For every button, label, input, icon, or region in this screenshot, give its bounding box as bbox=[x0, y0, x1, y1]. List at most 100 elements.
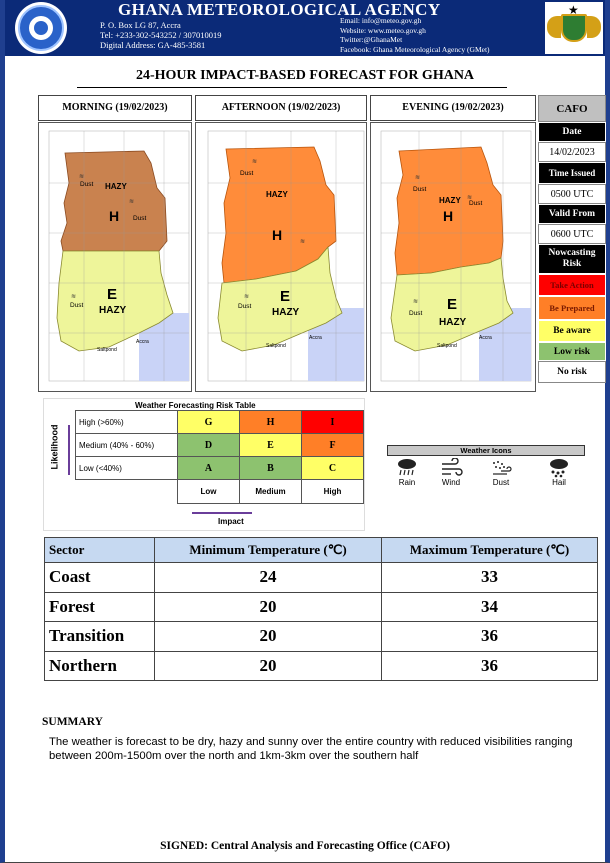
accra-label: Accra bbox=[309, 335, 322, 341]
impact-high: High bbox=[301, 479, 364, 504]
title-underline bbox=[77, 87, 507, 88]
risk-cell-e: E bbox=[239, 433, 302, 457]
risk-cell-f: F bbox=[301, 433, 364, 457]
dust-label: Dust bbox=[133, 215, 147, 222]
risk-cell-g: G bbox=[177, 410, 240, 434]
risk-cell-d: D bbox=[177, 433, 240, 457]
north-hazy-label: HAZY bbox=[105, 182, 127, 191]
nowcasting-label: Nowcasting Risk bbox=[538, 244, 606, 274]
saltpond-label: Saltpond bbox=[437, 343, 457, 349]
risk-level-low-risk: Low risk bbox=[538, 342, 606, 361]
impact-axis-label: Impact bbox=[218, 517, 244, 526]
sector-name: Transition bbox=[44, 621, 155, 652]
saltpond-label: Saltpond bbox=[266, 343, 286, 349]
dust-label: Dust bbox=[70, 302, 84, 309]
likelihood-low: Low (<40%) bbox=[75, 456, 178, 480]
south-hazy-label: HAZY bbox=[439, 317, 467, 328]
impact-arrow bbox=[192, 512, 252, 514]
contact-address: P. O. Box LG 87, Accra Tel: +233-302-543… bbox=[100, 20, 222, 50]
impact-medium: Medium bbox=[239, 479, 302, 504]
dust-label: Dust bbox=[413, 186, 427, 193]
risk-cell-b: B bbox=[239, 456, 302, 480]
panel-header-afternoon: AFTERNOON (19/02/2023) bbox=[195, 95, 367, 121]
north-risk-code: H bbox=[443, 208, 453, 224]
date-value: 14/02/2023 bbox=[538, 142, 606, 162]
accra-label: Accra bbox=[136, 339, 149, 345]
dust-label: Dust bbox=[469, 200, 483, 207]
south-risk-code: E bbox=[280, 288, 290, 305]
svg-text:≋: ≋ bbox=[79, 173, 84, 180]
sector-name: Northern bbox=[44, 650, 155, 681]
south-risk-code: E bbox=[447, 296, 457, 313]
table-row: Forest 20 34 bbox=[44, 591, 598, 622]
dust-label: Dust bbox=[80, 181, 94, 188]
svg-text:≋: ≋ bbox=[244, 293, 249, 300]
header-min-temp: Minimum Temperature (℃) bbox=[154, 537, 382, 563]
map-afternoon: ≋ ≋ ≋ Dust Dust HAZY H E HAZY Accra Saltpo… bbox=[195, 122, 367, 392]
risk-table-frame bbox=[43, 398, 365, 531]
hail-label: Hail bbox=[552, 478, 566, 487]
min-temp: 20 bbox=[154, 650, 382, 681]
svg-text:≋: ≋ bbox=[252, 158, 257, 165]
dust-icon bbox=[493, 461, 512, 475]
min-temp: 20 bbox=[154, 621, 382, 652]
wind-label: Wind bbox=[441, 478, 461, 487]
panel-header-evening: EVENING (19/02/2023) bbox=[370, 95, 536, 121]
summary-text: The weather is forecast to be dry, hazy … bbox=[49, 736, 573, 762]
svg-text:≋: ≋ bbox=[71, 293, 76, 300]
map-morning: ≋ ≋ ≋ Dust Dust Dust HAZY H E HAZY Accra S… bbox=[38, 122, 192, 392]
date-label: Date bbox=[538, 122, 606, 142]
likelihood-arrow bbox=[68, 425, 70, 475]
weather-icon-wind: Wind bbox=[431, 458, 471, 487]
rain-icon bbox=[398, 459, 416, 476]
valid-from-value: 0600 UTC bbox=[538, 224, 606, 244]
dust-label: Dust bbox=[240, 170, 254, 177]
panel-header-morning: MORNING (19/02/2023) bbox=[38, 95, 192, 121]
wind-icon bbox=[442, 458, 463, 476]
south-hazy-label: HAZY bbox=[99, 305, 127, 316]
svg-text:≋: ≋ bbox=[467, 194, 472, 201]
cafo-legend: CAFO Date 14/02/2023 Time Issued 0500 UT… bbox=[538, 95, 606, 383]
likelihood-medium: Medium (40% - 60%) bbox=[75, 433, 178, 457]
risk-matrix: High (>60%) G H I Medium (40% - 60%) D E… bbox=[75, 410, 364, 504]
dust-label: Dust bbox=[409, 310, 423, 317]
valid-from-label: Valid From bbox=[538, 204, 606, 224]
risk-cell-c: C bbox=[301, 456, 364, 480]
weather-icon-dust: Dust bbox=[481, 458, 521, 487]
south-hazy-label: HAZY bbox=[272, 307, 300, 318]
page-title: 24-HOUR IMPACT-BASED FORECAST FOR GHANA bbox=[135, 68, 475, 83]
risk-level-be-aware: Be aware bbox=[538, 320, 606, 342]
ghana-coat-of-arms: ★ bbox=[545, 2, 603, 54]
weather-icon-hail: Hail bbox=[539, 458, 579, 487]
max-temp: 36 bbox=[381, 650, 598, 681]
min-temp: 24 bbox=[154, 562, 382, 593]
header-sector: Sector bbox=[44, 537, 155, 563]
risk-cell-i: I bbox=[301, 410, 364, 434]
risk-level-be-prepared: Be Prepared bbox=[538, 296, 606, 320]
time-issued-label: Time Issued bbox=[538, 162, 606, 184]
risk-cell-a: A bbox=[177, 456, 240, 480]
impact-low: Low bbox=[177, 479, 240, 504]
max-temp: 36 bbox=[381, 621, 598, 652]
accra-label: Accra bbox=[479, 335, 492, 341]
north-hazy-label: HAZY bbox=[266, 190, 288, 199]
weather-icon-rain: Rain bbox=[387, 458, 427, 487]
svg-text:≋: ≋ bbox=[300, 238, 305, 245]
gmet-logo bbox=[15, 2, 67, 54]
north-risk-code: H bbox=[109, 208, 119, 224]
likelihood-axis-label: Likelihood bbox=[49, 424, 60, 470]
table-row: Coast 24 33 bbox=[44, 562, 598, 593]
svg-text:≋: ≋ bbox=[413, 298, 418, 305]
summary-heading: SUMMARY bbox=[42, 716, 103, 728]
max-temp: 33 bbox=[381, 562, 598, 593]
risk-level-no-risk: No risk bbox=[538, 361, 606, 383]
table-row: Transition 20 36 bbox=[44, 621, 598, 652]
risk-table-title: Weather Forecasting Risk Table bbox=[135, 401, 256, 410]
header-max-temp: Maximum Temperature (℃) bbox=[381, 537, 598, 563]
min-temp: 20 bbox=[154, 591, 382, 622]
dust-icon-label: Dust bbox=[492, 478, 510, 487]
svg-text:≋: ≋ bbox=[415, 174, 420, 181]
hail-icon bbox=[550, 459, 568, 478]
risk-cell-h: H bbox=[239, 410, 302, 434]
rain-label: Rain bbox=[398, 478, 416, 487]
